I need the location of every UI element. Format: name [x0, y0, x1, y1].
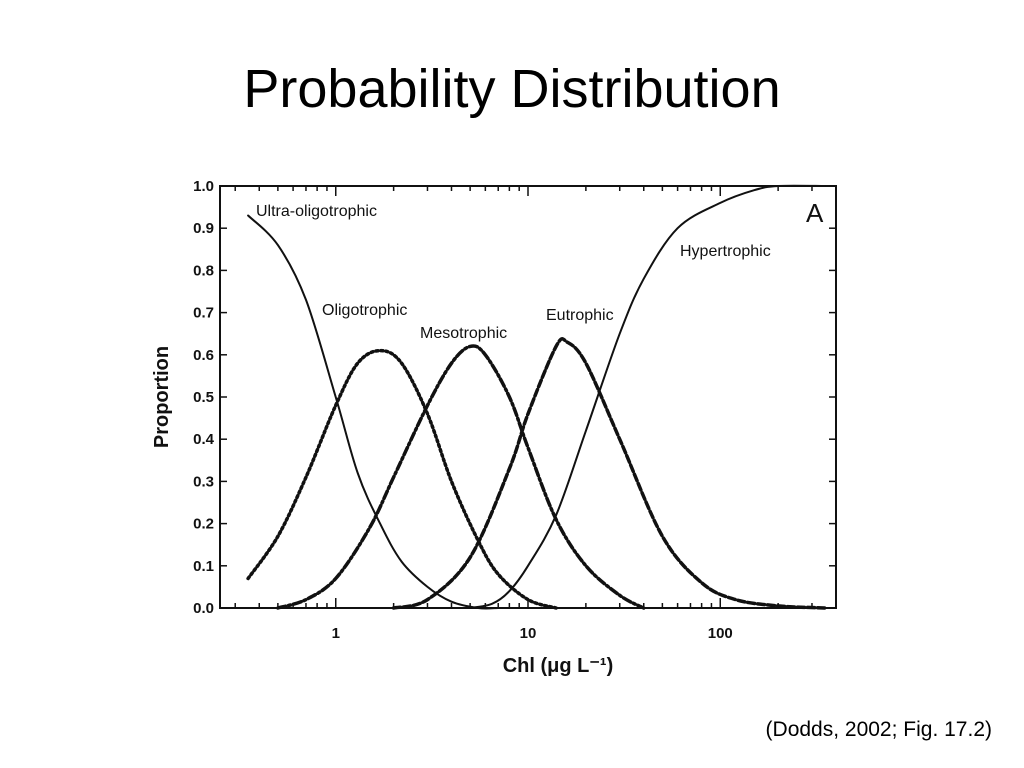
series-label-mesotrophic: Mesotrophic [420, 325, 507, 342]
panel-label: A [806, 198, 824, 228]
y-tick-label: 0.7 [193, 305, 214, 322]
y-axis-label: Proportion [151, 346, 173, 448]
series-label-oligotrophic: Oligotrophic [322, 302, 407, 319]
series-line-mesotrophic [276, 344, 646, 610]
x-tick-label: 10 [520, 625, 537, 642]
series-label-eutrophic: Eutrophic [546, 307, 614, 324]
x-tick-label: 1 [332, 625, 340, 642]
y-tick-label: 1.0 [193, 178, 214, 195]
series-label-ultra-oligotrophic: Ultra-oligotrophic [256, 203, 377, 220]
y-tick-label: 0.4 [193, 431, 215, 448]
series-line-ultra-oligotrophic [247, 214, 500, 610]
series-line-hypertrophic [469, 184, 826, 609]
x-axis-label: Chl (μg L⁻¹) [503, 655, 614, 677]
slide-title: Probability Distribution [243, 59, 781, 119]
y-tick-label: 0.9 [193, 220, 214, 237]
y-tick-label: 0.3 [193, 473, 214, 490]
y-tick-label: 0.2 [193, 516, 214, 533]
y-tick-label: 0.1 [193, 558, 214, 575]
y-tick-label: 0.5 [193, 389, 214, 406]
y-tick-label: 0.0 [193, 600, 214, 617]
y-tick-label: 0.6 [193, 347, 214, 364]
x-tick-label: 100 [708, 625, 733, 642]
series-line-eutrophic [391, 336, 827, 610]
y-tick-label: 0.8 [193, 262, 214, 279]
series-label-hypertrophic: Hypertrophic [680, 243, 771, 260]
series-line-oligotrophic [246, 348, 558, 610]
figure-citation: (Dodds, 2002; Fig. 17.2) [765, 718, 992, 741]
